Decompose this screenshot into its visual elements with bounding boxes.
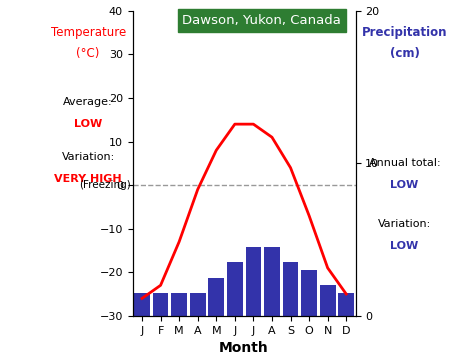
Bar bbox=[209, 278, 224, 316]
Text: LOW: LOW bbox=[391, 180, 419, 190]
Text: LOW: LOW bbox=[391, 241, 419, 251]
Bar bbox=[246, 247, 261, 316]
Bar bbox=[320, 285, 336, 316]
Text: Variation:: Variation: bbox=[378, 219, 431, 229]
Text: VERY HIGH: VERY HIGH bbox=[55, 174, 122, 184]
Text: (cm): (cm) bbox=[390, 47, 419, 60]
Text: LOW: LOW bbox=[74, 119, 102, 129]
Bar bbox=[153, 293, 168, 316]
Text: Precipitation: Precipitation bbox=[362, 26, 447, 39]
Text: (°C): (°C) bbox=[76, 47, 100, 60]
Bar bbox=[171, 293, 187, 316]
Bar bbox=[264, 247, 280, 316]
Text: Temperature: Temperature bbox=[51, 26, 126, 39]
Bar bbox=[134, 293, 150, 316]
X-axis label: Month: Month bbox=[219, 341, 269, 355]
Bar bbox=[227, 262, 243, 316]
Bar bbox=[301, 270, 317, 316]
Bar bbox=[190, 293, 206, 316]
Text: Variation:: Variation: bbox=[62, 152, 115, 162]
Bar bbox=[338, 293, 354, 316]
Text: Dawson, Yukon, Canada: Dawson, Yukon, Canada bbox=[182, 14, 341, 27]
Text: Annual total:: Annual total: bbox=[369, 158, 440, 168]
Text: (Freezing): (Freezing) bbox=[79, 180, 130, 190]
Text: Average:: Average: bbox=[64, 97, 113, 107]
Bar bbox=[283, 262, 299, 316]
